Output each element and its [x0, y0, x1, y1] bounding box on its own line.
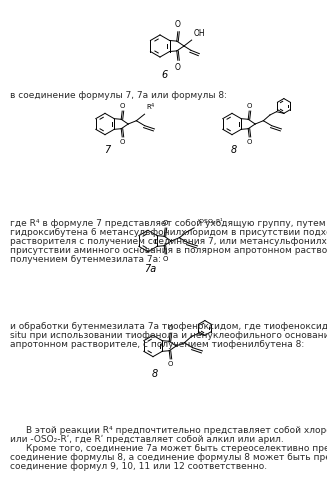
Text: апротонном растворителе, с получением тиофенилбутена 8:: апротонном растворителе, с получением ти…: [10, 340, 304, 349]
Text: O: O: [119, 103, 125, 109]
Text: OH: OH: [194, 29, 205, 38]
Text: растворителя с получением соединения 7, или метансульфонилхлоридом в: растворителя с получением соединения 7, …: [10, 237, 327, 246]
Text: O: O: [175, 63, 181, 72]
Text: O: O: [175, 20, 181, 29]
Text: -OSO$_2$R$^1$: -OSO$_2$R$^1$: [196, 217, 224, 227]
Text: 8: 8: [152, 369, 158, 379]
Text: присутствии аминного основания в полярном апротонном растворителе с: присутствии аминного основания в полярно…: [10, 246, 327, 255]
Text: где R⁴ в формуле 7 представляет собой уходящую группу, путем обработки: где R⁴ в формуле 7 представляет собой ух…: [10, 219, 327, 228]
Text: соединение формул 9, 10, 11 или 12 соответственно.: соединение формул 9, 10, 11 или 12 соотв…: [10, 462, 267, 471]
Text: O: O: [167, 325, 173, 331]
Text: 6: 6: [162, 70, 168, 80]
Text: Кроме того, соединение 7а может быть стереоселективно превращено в: Кроме того, соединение 7а может быть сте…: [26, 444, 327, 453]
Text: или -OSO₂-Rʹ, где Rʹ представляет собой алкил или арил.: или -OSO₂-Rʹ, где Rʹ представляет собой …: [10, 435, 284, 444]
Text: 7а: 7а: [144, 264, 156, 274]
Text: В этой реакции R⁴ предпочтительно представляет собой хлоро, бромо: В этой реакции R⁴ предпочтительно предст…: [26, 426, 327, 435]
Text: O: O: [119, 139, 125, 145]
Text: O: O: [247, 139, 252, 145]
Text: и обработки бутенмезилата 7а тиофеноксидом, где тиофеноксид образуется in: и обработки бутенмезилата 7а тиофеноксид…: [10, 322, 327, 331]
Text: 8: 8: [231, 145, 237, 155]
Text: гидроксибутена 6 метансульфонилхлоридом в присутствии подходящего: гидроксибутена 6 метансульфонилхлоридом …: [10, 228, 327, 237]
Text: O: O: [247, 103, 252, 109]
Text: 7: 7: [104, 145, 110, 155]
Text: O: O: [163, 220, 168, 226]
Text: соединение формулы 8, а соединение формулы 8 может быть превращено в: соединение формулы 8, а соединение форму…: [10, 453, 327, 462]
Text: R$^4$: R$^4$: [146, 102, 155, 113]
Text: situ при использовании тиофенола и ненуклеофильного основания в полярном: situ при использовании тиофенола и ненук…: [10, 331, 327, 340]
Text: O: O: [163, 256, 168, 262]
Text: в соединение формулы 7, 7а или формулы 8:: в соединение формулы 7, 7а или формулы 8…: [10, 91, 227, 100]
Text: O: O: [167, 361, 173, 367]
Text: получением бутенмезилата 7а:: получением бутенмезилата 7а:: [10, 255, 161, 264]
